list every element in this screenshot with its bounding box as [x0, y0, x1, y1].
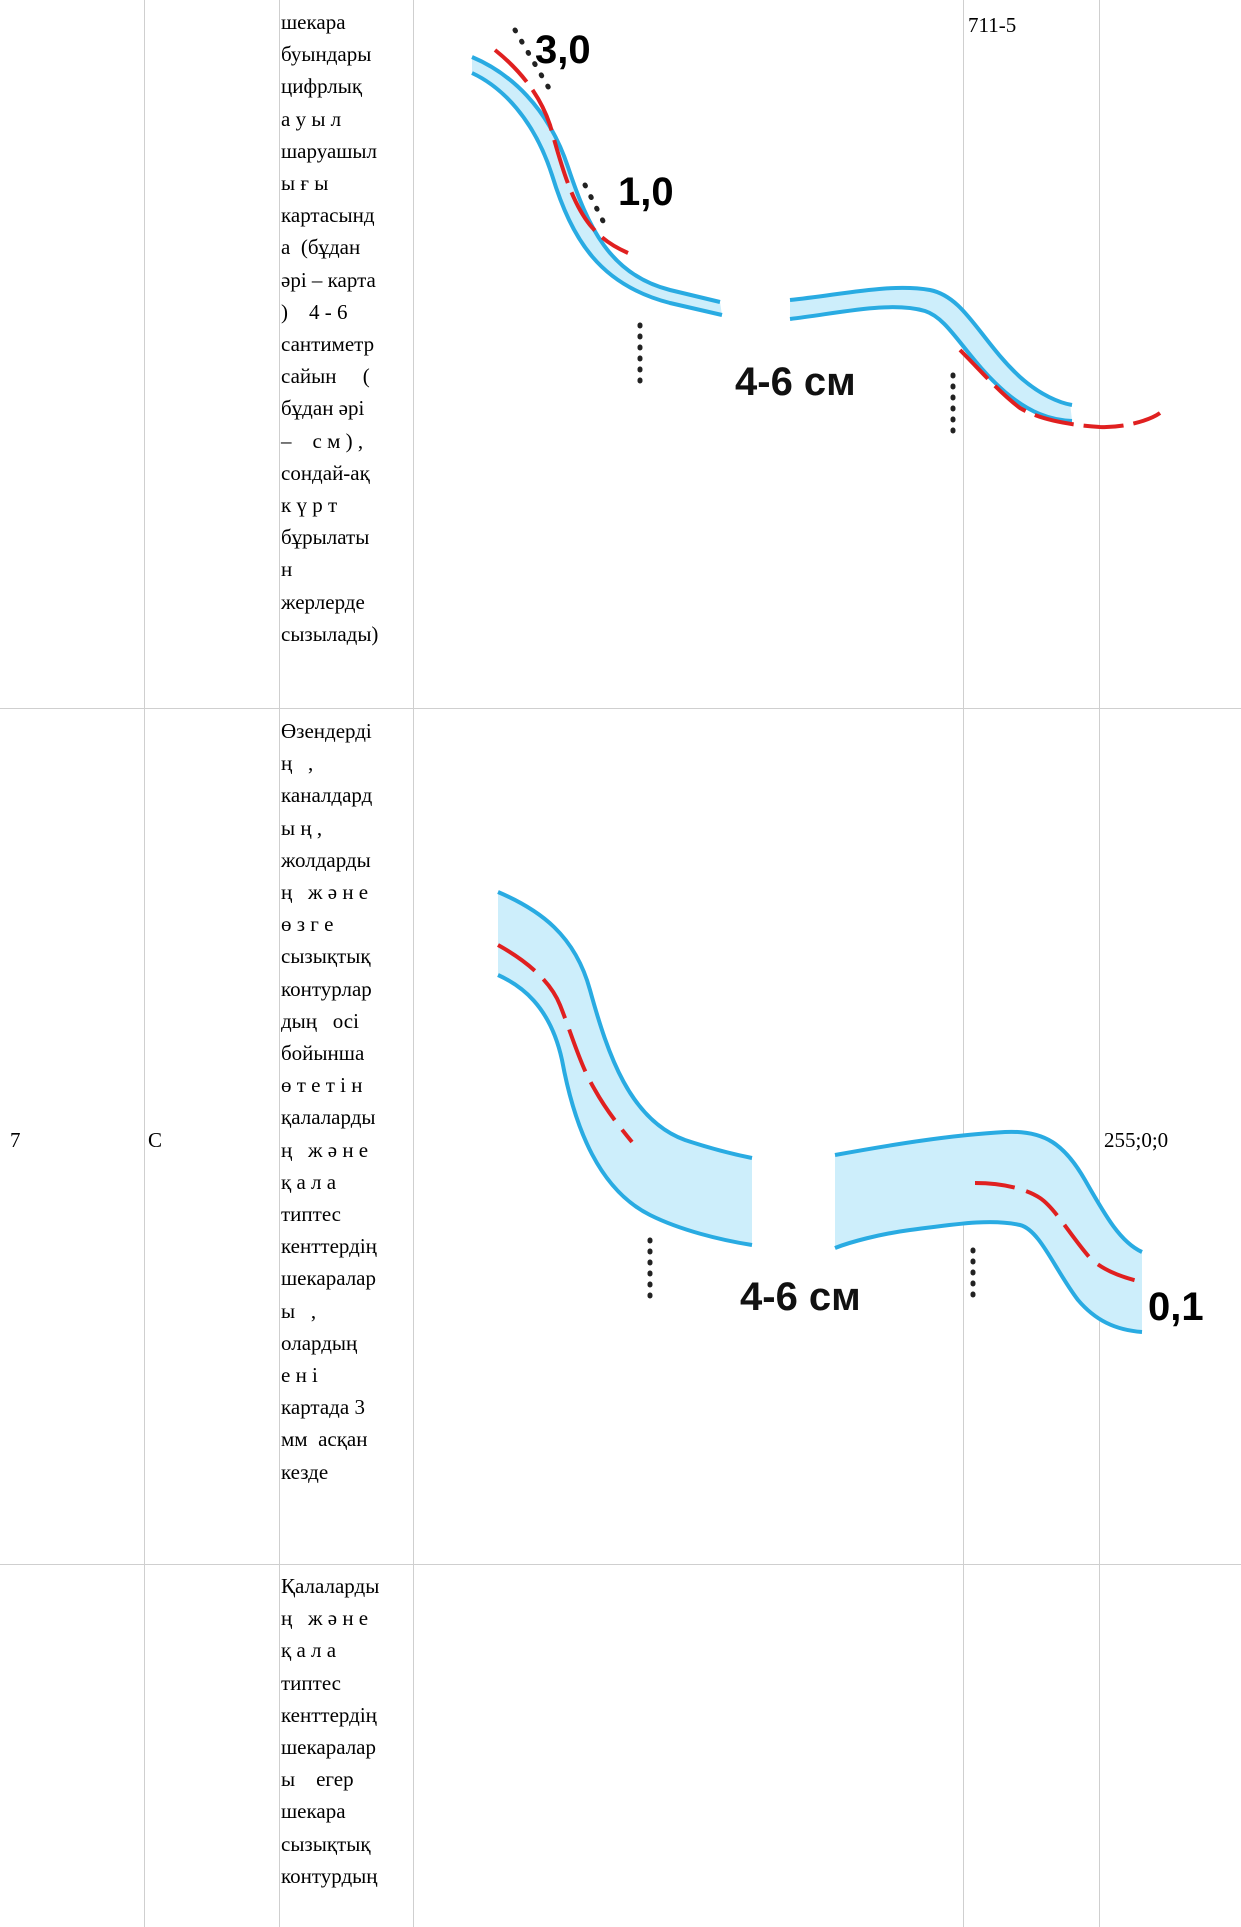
description-line: Өзендерді	[281, 719, 372, 743]
description-line: жолдарды	[281, 847, 371, 872]
description-line: шекаралар	[281, 1735, 377, 1760]
description-line: ң ж ә н е	[281, 1137, 369, 1162]
description-line: буындары	[281, 42, 372, 67]
description-line: цифрлық	[281, 74, 363, 99]
column-divider	[1099, 0, 1100, 1927]
description-line: ы ,	[281, 1298, 317, 1323]
description-line: Қалаларды	[281, 1574, 380, 1598]
description-line: қ а л а	[281, 1169, 337, 1194]
description-line: сызықтық	[281, 1831, 371, 1856]
river-edge-right-top	[834, 1129, 1143, 1254]
description-line: ң ж ә н е	[281, 880, 369, 905]
description-line: к ү р т	[281, 493, 338, 518]
boundary-symbol-figure: 3,0 1,0 4-6 см	[471, 27, 1162, 436]
description-line: контурлар	[281, 976, 372, 1001]
description-line: сайын (	[281, 364, 370, 389]
description-line: ы ң ,	[281, 815, 323, 840]
river-fill-left	[498, 892, 752, 1245]
column-divider	[279, 0, 280, 1927]
description-line: типтес	[281, 1670, 341, 1695]
boundary-line-right	[974, 1181, 1143, 1284]
description-line: картасынд	[281, 203, 375, 228]
width-label: 0,1	[1148, 1285, 1204, 1329]
river-edge-right-top	[789, 285, 1073, 407]
description-line: бұдан әрі	[281, 396, 365, 421]
row-color: 255;0;0	[1104, 1128, 1169, 1152]
description-line: кенттердің	[281, 1234, 377, 1259]
description-line: бұрылаты	[281, 525, 370, 550]
description-line: қ а л а	[281, 1638, 337, 1663]
description-line: ң ,	[281, 751, 314, 776]
column-divider	[413, 0, 414, 1927]
river-edge-left-top	[471, 55, 721, 304]
row-description: Қалаларды ң ж ә н е қ а л а типтес кенттерді…	[281, 1570, 411, 1892]
row-description: шекара буындары цифрлық а у ы л шаруашыл ы ғ …	[281, 6, 411, 650]
description-line: бойынша	[281, 1041, 365, 1066]
description-line: дың осі	[281, 1008, 359, 1033]
width-label-mid: 1,0	[618, 170, 674, 214]
description-line: ң ж ә н е	[281, 1606, 369, 1631]
description-line: шаруашыл	[281, 138, 378, 163]
river-edge-left-bottom	[497, 973, 753, 1247]
column-divider	[963, 0, 964, 1927]
row-divider	[0, 1564, 1241, 1565]
description-line: олардың	[281, 1330, 358, 1355]
boundary-line-right	[958, 348, 1162, 430]
description-line: сызықтық	[281, 944, 371, 969]
description-line: сызылады)	[281, 621, 379, 646]
river-edge-right-bottom	[789, 305, 1073, 423]
description-line: әрі – карта	[281, 267, 376, 292]
description-line: а у ы л	[281, 106, 342, 131]
row-divider	[0, 708, 1241, 709]
description-line: ы егер	[281, 1767, 354, 1792]
river-fill-right	[835, 1131, 1142, 1332]
description-line: шекара	[281, 1799, 346, 1824]
description-line: картада 3	[281, 1395, 365, 1420]
description-line: жерлерде	[281, 589, 365, 614]
width-label-top: 3,0	[535, 28, 591, 72]
dotted-marker	[582, 182, 608, 228]
description-line: е н і	[281, 1363, 318, 1388]
description-line: сондай-ақ	[281, 460, 370, 485]
description-line: сантиметр	[281, 332, 375, 357]
dotted-marker	[512, 27, 553, 93]
boundary-symbol-figure: 4-6 см 0,1	[497, 890, 1204, 1334]
row-description: Өзендерді ң , каналдард ы ң , жолдарды ң ж ә …	[281, 715, 411, 1488]
description-line: контурдың	[281, 1863, 378, 1888]
boundary-line-left	[493, 48, 629, 255]
river-edge-right-bottom	[834, 1220, 1143, 1334]
distance-label: 4-6 см	[740, 1275, 861, 1319]
river-fill-left	[472, 57, 722, 315]
description-line: каналдард	[281, 783, 373, 808]
description-line: ы ғ ы	[281, 171, 329, 196]
description-line: ө т е т і н	[281, 1073, 363, 1098]
description-line: н	[281, 557, 293, 582]
description-line: – с м ) ,	[281, 428, 364, 453]
boundary-line-left	[497, 943, 634, 1144]
row-type: C	[148, 1128, 163, 1152]
description-line: ө з г е	[281, 912, 334, 937]
description-line: шекара	[281, 10, 346, 34]
description-line: шекаралар	[281, 1266, 377, 1291]
column-divider	[144, 0, 145, 1927]
description-line: ) 4 - 6	[281, 299, 348, 324]
description-line: типтес	[281, 1202, 341, 1227]
river-edge-left-top	[497, 890, 753, 1160]
description-line: кенттердің	[281, 1702, 377, 1727]
description-line: қалаларды	[281, 1105, 376, 1130]
distance-label: 4-6 см	[735, 360, 856, 404]
row-code: 711-5	[968, 13, 1017, 37]
description-line: а (бұдан	[281, 235, 361, 260]
river-edge-left-bottom	[471, 71, 723, 317]
description-line: кезде	[281, 1459, 329, 1484]
row-number: 7	[10, 1128, 21, 1152]
description-line: мм асқан	[281, 1427, 368, 1452]
